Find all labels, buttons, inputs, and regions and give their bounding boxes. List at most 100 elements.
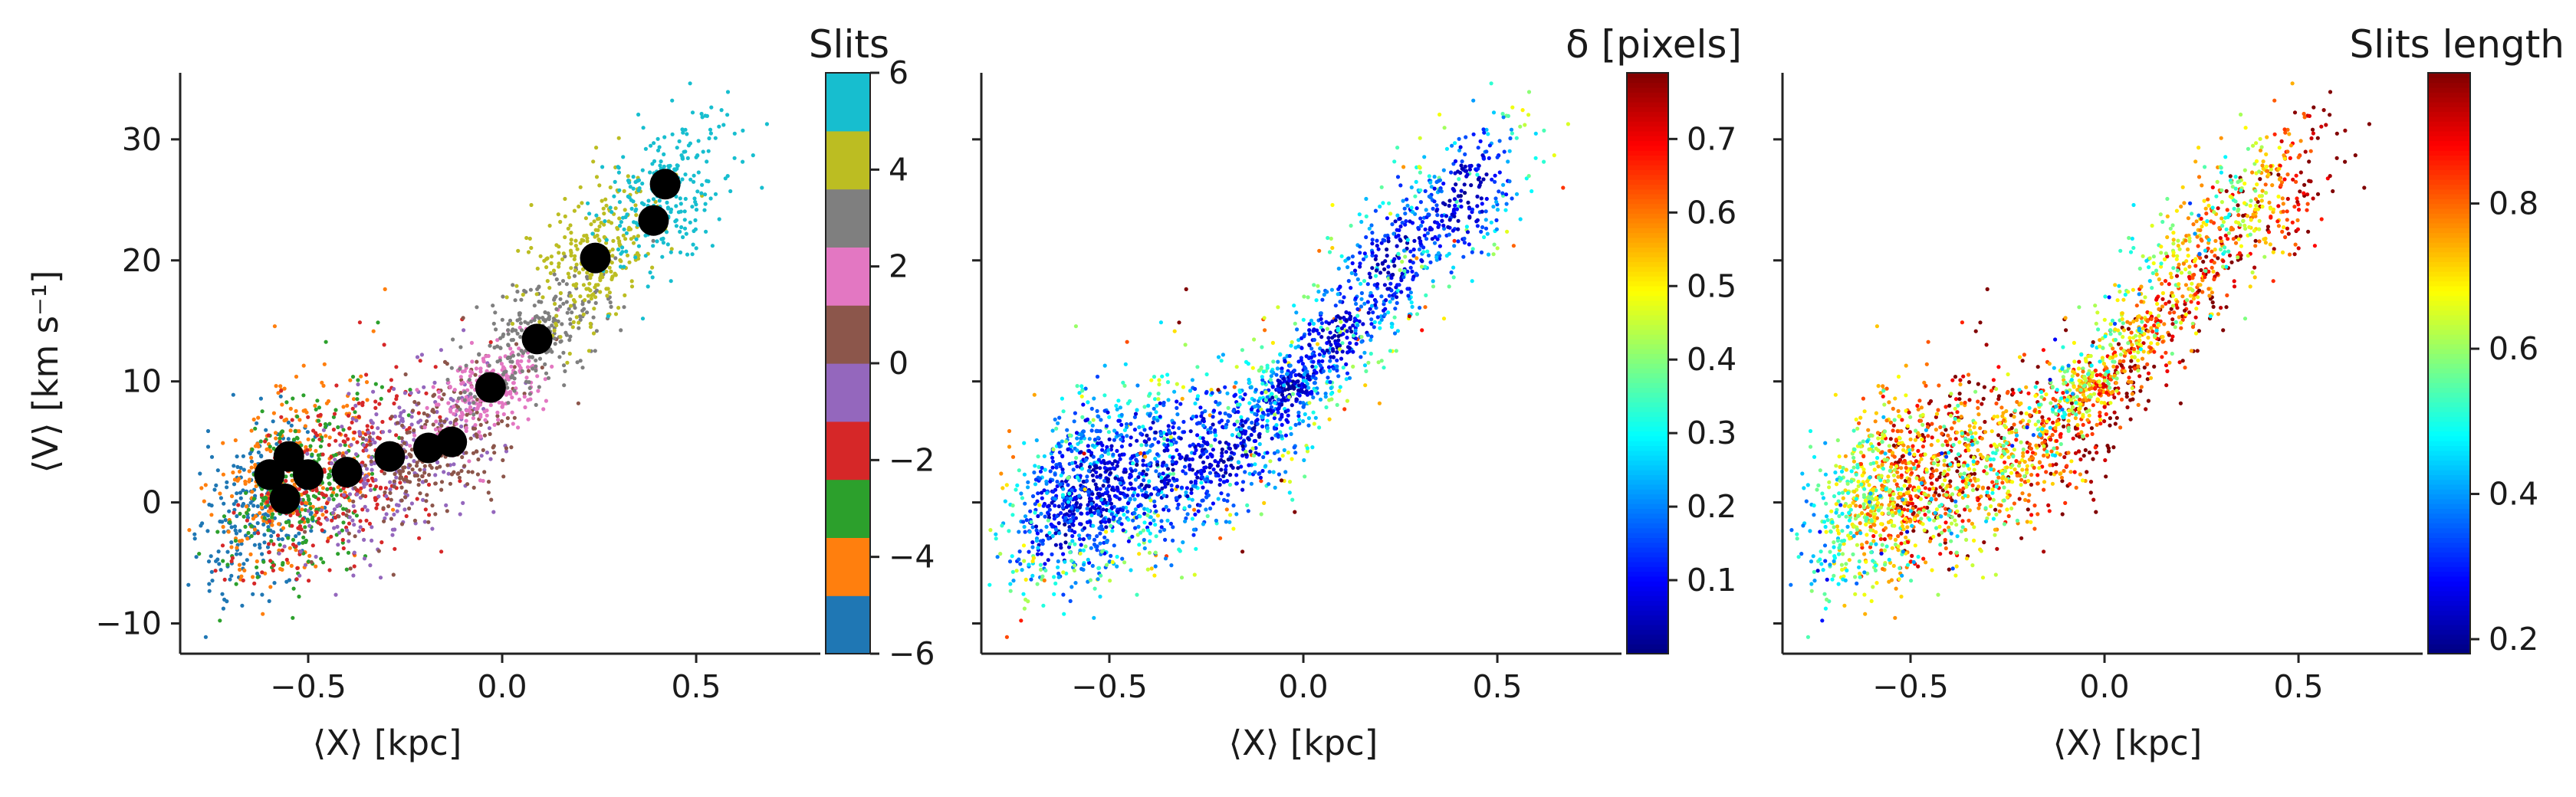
scatter-point (1068, 542, 1073, 546)
scatter-point (640, 317, 646, 321)
scatter-point (310, 517, 314, 522)
scatter-point (1401, 198, 1405, 203)
scatter-point (368, 483, 373, 488)
scatter-point (475, 435, 480, 439)
scatter-point (1250, 420, 1254, 425)
scatter-point (399, 436, 404, 441)
scatter-point (1066, 545, 1072, 549)
scatter-point (1292, 368, 1296, 373)
scatter-point (1050, 428, 1055, 433)
scatter-point (1399, 290, 1404, 294)
scatter-point (1354, 342, 1359, 346)
scatter-point (1255, 421, 1260, 426)
scatter-point (1216, 474, 1221, 478)
scatter-point (471, 416, 476, 421)
scatter-point (1162, 443, 1167, 448)
scatter-point (1201, 418, 1205, 423)
scatter-point (1392, 315, 1397, 320)
scatter-point (1091, 418, 1096, 422)
scatter-point (298, 549, 303, 554)
centroid-point (436, 426, 468, 458)
scatter-point (284, 478, 288, 484)
scatter-point (710, 244, 715, 248)
scatter-point (233, 539, 238, 543)
scatter-point (526, 369, 531, 373)
scatter-point (416, 411, 421, 415)
scatter-point (336, 543, 340, 547)
scatter-point (462, 328, 466, 333)
scatter-point (1070, 461, 1075, 465)
scatter-point (1148, 492, 1154, 497)
scatter-point (1096, 441, 1100, 446)
scatter-point (1122, 383, 1127, 388)
scatter-point (280, 402, 284, 407)
scatter-point (1250, 446, 1255, 451)
scatter-point (1086, 468, 1091, 474)
scatter-point (585, 239, 590, 244)
scatter-point (415, 355, 420, 359)
scatter-point (1361, 257, 1366, 261)
scatter-point (1320, 328, 1326, 333)
scatter-point (198, 471, 202, 476)
scatter-point (1152, 437, 1157, 441)
scatter-point (317, 517, 321, 521)
scatter-point (1083, 458, 1089, 462)
scatter-point (1244, 419, 1248, 424)
scatter-point (518, 335, 523, 339)
scatter-point (567, 307, 571, 311)
scatter-point (222, 514, 227, 519)
scatter-point (213, 569, 218, 573)
scatter-point (1178, 436, 1183, 441)
scatter-point (239, 542, 244, 546)
scatter-point (390, 527, 395, 532)
scatter-point (524, 376, 529, 380)
scatter-point (514, 284, 519, 288)
scatter-point (1187, 457, 1191, 462)
scatter-point (259, 505, 264, 510)
scatter-point (266, 525, 271, 530)
scatter-point (1272, 426, 1277, 431)
scatter-point (1167, 430, 1172, 435)
scatter-point (1063, 533, 1068, 537)
scatter-point (1398, 267, 1402, 273)
scatter-point (409, 501, 415, 506)
scatter-point (1365, 300, 1370, 304)
scatter-point (352, 430, 357, 435)
scatter-point (576, 401, 581, 405)
scatter-point (1364, 369, 1368, 373)
scatter-point (334, 408, 338, 412)
scatter-point (1133, 468, 1138, 473)
scatter-point (573, 300, 577, 304)
scatter-point (1142, 511, 1147, 516)
scatter-point (544, 265, 549, 270)
scatter-point (278, 543, 282, 547)
scatter-point (1189, 487, 1194, 492)
scatter-point (552, 296, 557, 300)
scatter-point (1243, 470, 1247, 474)
scatter-point (1305, 449, 1310, 454)
scatter-point (323, 425, 328, 430)
scatter-point (468, 369, 473, 374)
scatter-point (1078, 522, 1083, 526)
scatter-point (365, 424, 370, 428)
scatter-point (1286, 395, 1291, 399)
scatter-point (1270, 369, 1274, 374)
scatter-point (1098, 473, 1102, 477)
scatter-point (1221, 480, 1226, 484)
scatter-point (1032, 392, 1037, 397)
scatter-point (1247, 401, 1252, 405)
scatter-point (1192, 451, 1197, 456)
scatter-point (1260, 375, 1264, 379)
scatter-point (391, 386, 396, 392)
scatter-point (537, 356, 543, 361)
scatter-point (458, 366, 462, 371)
scatter-point (1286, 382, 1290, 386)
scatter-point (1376, 360, 1381, 365)
scatter-point (1253, 438, 1258, 444)
x-tick-label: 0.5 (671, 668, 721, 705)
scatter-point (1379, 241, 1384, 245)
scatter-point (700, 115, 705, 120)
scatter-point (1268, 459, 1273, 464)
scatter-point (1140, 471, 1145, 477)
scatter-point (1319, 321, 1324, 326)
